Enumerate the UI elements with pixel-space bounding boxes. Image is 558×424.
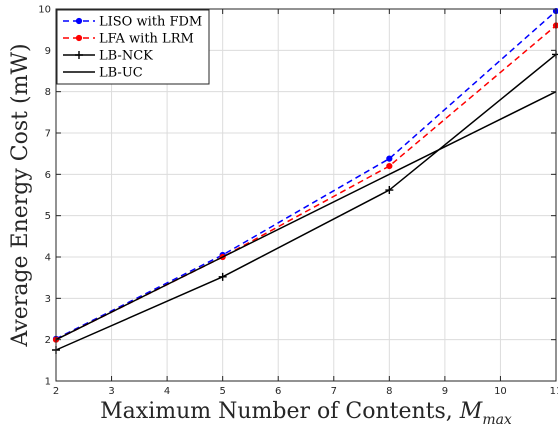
series-line bbox=[55, 10, 557, 340]
x-tick-label: 2 bbox=[53, 386, 59, 397]
x-axis-label-text: Maximum Number of Contents, bbox=[100, 399, 460, 424]
series-2 bbox=[52, 50, 558, 354]
data-point bbox=[385, 186, 394, 195]
x-tick-label: 5 bbox=[219, 386, 225, 397]
axis-ticks: 23456789101112345678910 bbox=[38, 5, 558, 398]
data-point bbox=[218, 272, 227, 281]
x-tick-label: 10 bbox=[494, 386, 507, 397]
x-tick-label: 9 bbox=[442, 386, 448, 397]
legend-item: LB-UC bbox=[63, 66, 143, 81]
y-tick-label: 10 bbox=[38, 5, 51, 16]
x-tick-label: 7 bbox=[331, 386, 337, 397]
legend-label: LB-UC bbox=[99, 66, 143, 81]
series-line bbox=[55, 53, 557, 351]
y-tick-label: 8 bbox=[45, 87, 51, 98]
plot-series bbox=[52, 7, 558, 354]
legend: LISO with FDM LFA with LRM LB-NCK LB-UC bbox=[56, 9, 210, 85]
series-line bbox=[55, 90, 557, 341]
y-tick-label: 5 bbox=[45, 211, 51, 222]
x-tick-label: 8 bbox=[386, 386, 392, 397]
y-tick-label: 3 bbox=[45, 294, 51, 305]
legend-marker bbox=[75, 34, 83, 42]
y-tick-label: 6 bbox=[45, 170, 51, 181]
legend-label: LFA with LRM bbox=[99, 32, 194, 47]
legend-item: LB-NCK bbox=[63, 49, 153, 64]
y-axis-label: Average Energy Cost (mW) bbox=[8, 43, 33, 347]
x-tick-label: 4 bbox=[164, 386, 170, 397]
x-tick-label: 11 bbox=[550, 386, 558, 397]
y-tick-label: 4 bbox=[45, 253, 51, 264]
x-tick-label: 6 bbox=[275, 386, 281, 397]
data-point bbox=[386, 155, 393, 162]
data-point bbox=[386, 162, 393, 170]
series-3 bbox=[55, 90, 557, 341]
legend-label: LISO with FDM bbox=[99, 15, 202, 30]
y-tick-label: 1 bbox=[45, 377, 51, 388]
legend-marker bbox=[75, 17, 83, 25]
x-axis-label-symbol: M bbox=[459, 399, 483, 424]
legend-marker bbox=[75, 51, 83, 59]
x-axis-label-subscript: max bbox=[482, 412, 512, 424]
y-tick-label: 7 bbox=[45, 129, 51, 140]
legend-item: LISO with FDM bbox=[63, 15, 202, 30]
legend-label: LB-NCK bbox=[99, 49, 153, 64]
legend-item: LFA with LRM bbox=[63, 32, 194, 47]
x-tick-label: 3 bbox=[108, 386, 114, 397]
y-tick-label: 9 bbox=[45, 46, 51, 57]
y-tick-label: 2 bbox=[45, 335, 51, 346]
x-axis-label: Maximum Number of Contents, Mmax bbox=[100, 399, 512, 424]
axes-box bbox=[55, 8, 557, 382]
